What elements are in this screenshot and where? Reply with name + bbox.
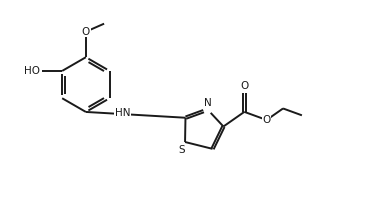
Text: HN: HN: [115, 108, 130, 118]
Text: O: O: [82, 27, 90, 37]
Text: O: O: [240, 81, 249, 91]
Text: O: O: [262, 115, 271, 125]
Text: S: S: [179, 145, 185, 155]
Text: N: N: [204, 98, 212, 108]
Text: HO: HO: [24, 66, 40, 76]
